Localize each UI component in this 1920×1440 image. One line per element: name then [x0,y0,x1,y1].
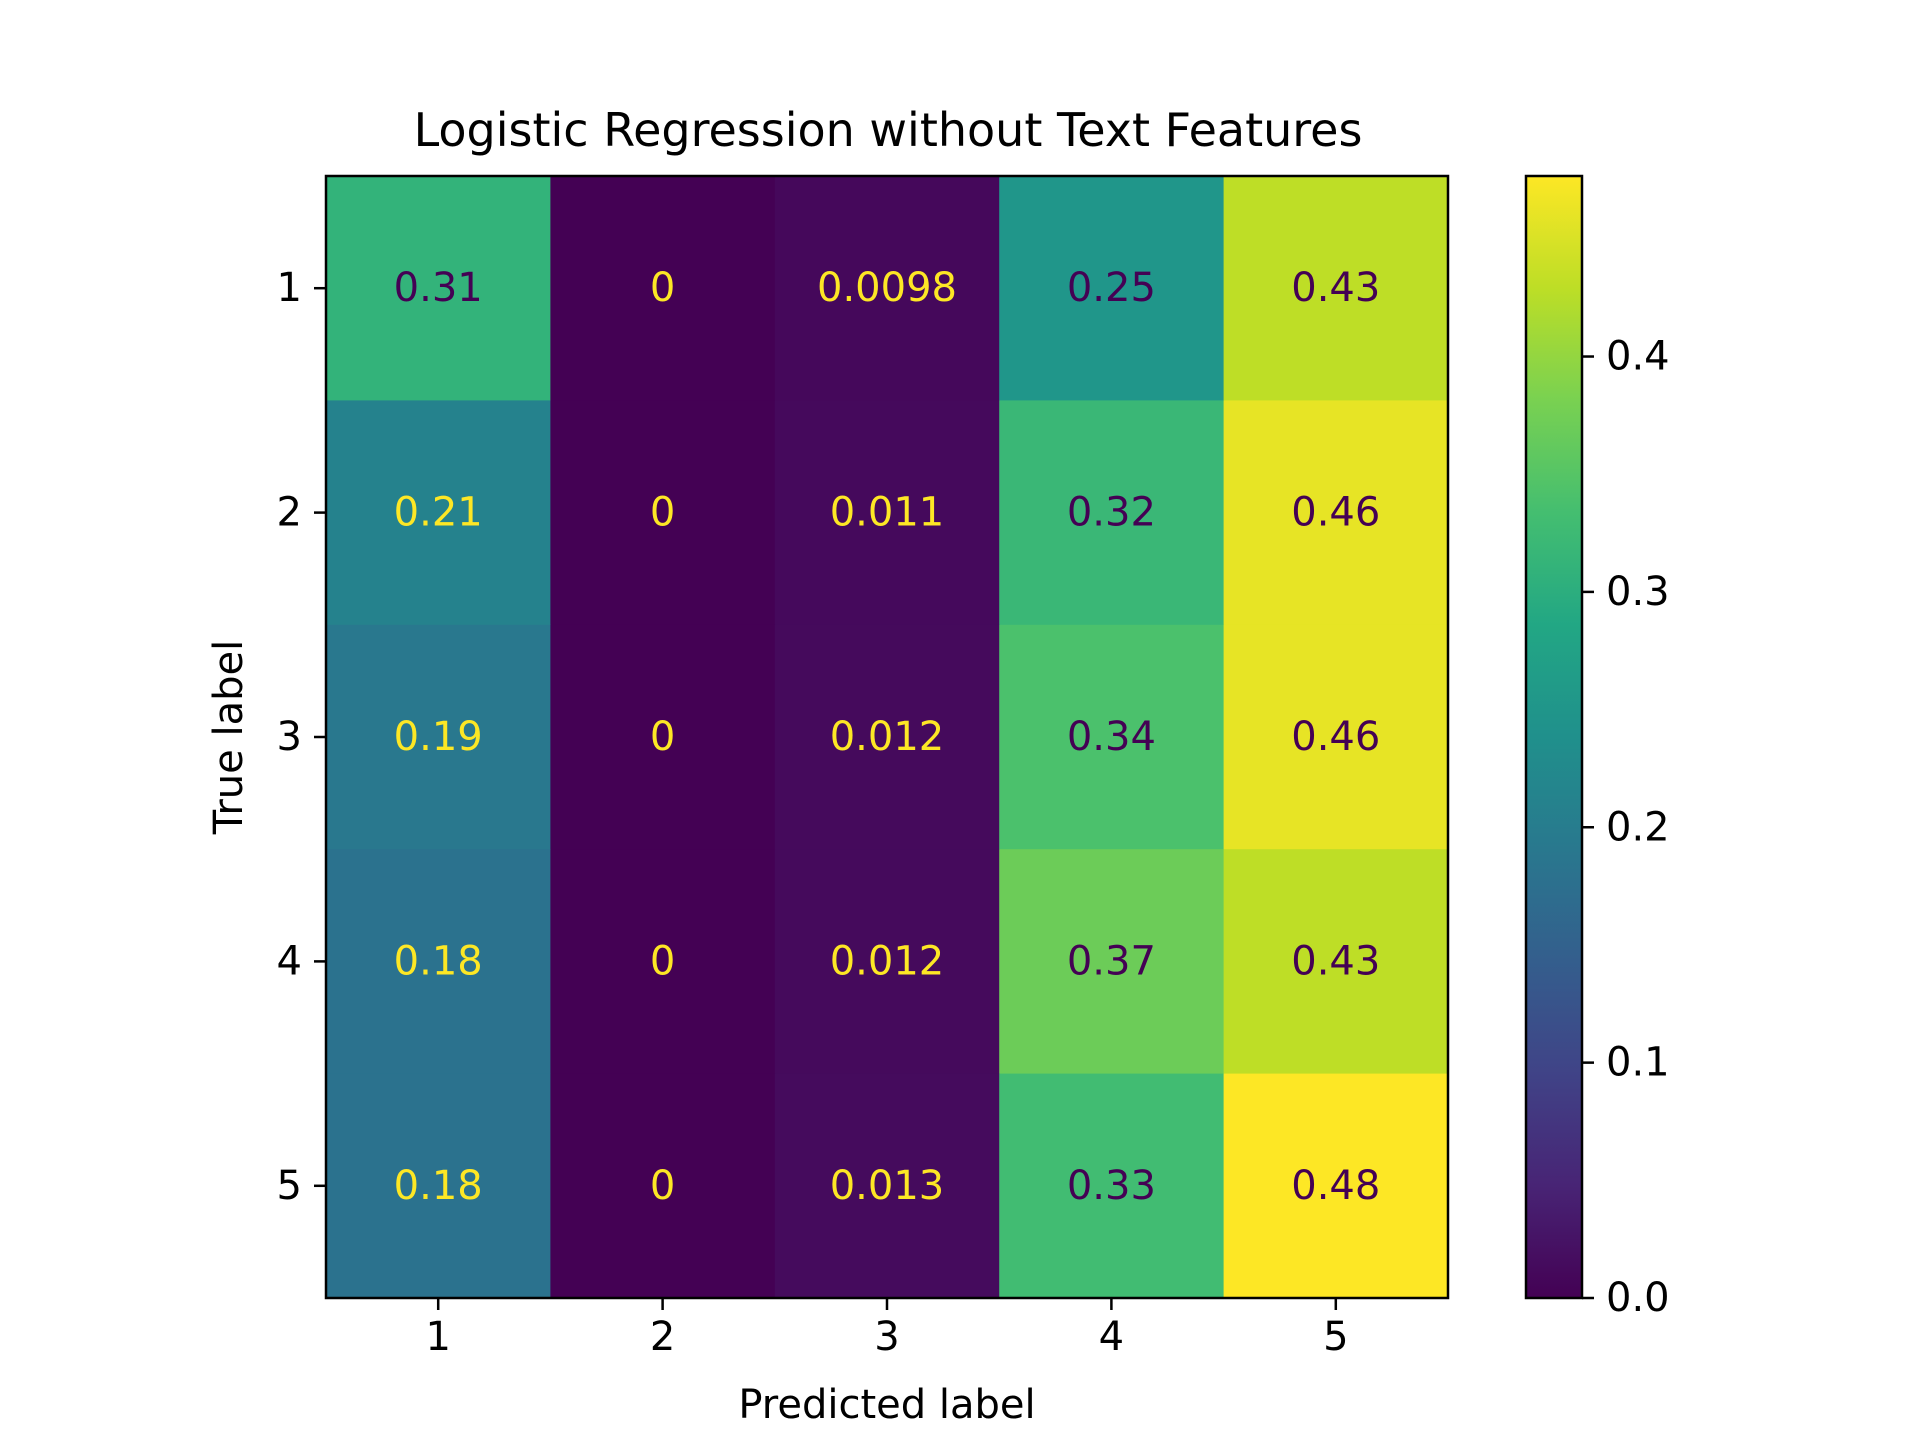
cell-value-r2-c4: 0.32 [1067,490,1156,536]
x-tick-label-3: 3 [874,1314,899,1360]
y-tick-label-5: 5 [277,1163,302,1209]
heatmap-cell-r2-c1 [326,400,551,626]
heatmap-cell-r1-c4 [999,176,1225,401]
chart-title: Logistic Regression without Text Feature… [414,103,1363,157]
x-tick-label-2: 2 [650,1314,675,1360]
x-tick-label-5: 5 [1323,1314,1348,1360]
cell-labels: 0.31 0 0.0098 0.25 0.43 0.21 0 0.011 0.32 0.46 0.1… [394,265,1381,1209]
cell-value-r1-c3: 0.0098 [817,265,957,311]
colorbar-ticks: 0.0 0.1 0.2 0.3 0.4 [1582,334,1670,1321]
x-axis-label: Predicted label [738,1382,1035,1428]
x-axis-ticks: 1 2 3 4 5 [425,1298,1349,1360]
heatmap-cell-r5-c1 [326,1073,551,1299]
heatmap-cell-r1-c5 [1223,176,1449,401]
x-tick-label-1: 1 [425,1314,450,1360]
colorbar-frame [1524,174,1584,1300]
y-axis-label: True label [206,640,252,835]
cell-value-r3-c3: 0.012 [830,714,945,760]
cell-value-r4-c3: 0.012 [830,938,945,984]
colorbar-tick-label-0.0: 0.0 [1606,1275,1670,1321]
cell-value-r4-c2: 0 [650,938,675,984]
heatmap-cell-r5-c5 [1223,1073,1449,1299]
y-tick-label-4: 4 [277,938,302,984]
colorbar-tick-label-0.4: 0.4 [1606,334,1670,380]
x-tick-label-4: 4 [1099,1314,1124,1360]
heatmap-cell-r5-c2 [550,1073,776,1299]
heatmap-cell-r3-c2 [550,624,776,850]
cell-value-r1-c5: 0.43 [1291,265,1380,311]
cell-value-r3-c5: 0.46 [1291,714,1380,760]
cell-value-r1-c1: 0.31 [394,265,483,311]
cell-value-r5-c4: 0.33 [1067,1163,1156,1209]
cell-value-r5-c3: 0.013 [830,1163,945,1209]
heatmap-cell-r2-c4 [999,400,1225,626]
cell-value-r5-c1: 0.18 [394,1163,483,1209]
cell-value-r2-c2: 0 [650,490,675,536]
heatmap-cell-r3-c1 [326,624,551,850]
heatmap-cell-r2-c3 [774,400,1000,626]
y-axis-ticks: 1 2 3 4 5 [277,265,326,1209]
heatmap-cell-r4-c3 [774,849,1000,1075]
cell-value-r1-c4: 0.25 [1067,265,1156,311]
heatmap-cell-r3-c3 [774,624,1000,850]
heatmap-cells [326,176,1449,1299]
cell-value-r3-c2: 0 [650,714,675,760]
cell-value-r4-c5: 0.43 [1291,938,1380,984]
heatmap-cell-r4-c5 [1223,849,1449,1075]
heatmap-cell-r2-c5 [1223,400,1449,626]
cell-value-r1-c2: 0 [650,265,675,311]
cell-value-r5-c5: 0.48 [1291,1163,1380,1209]
cell-value-r2-c1: 0.21 [394,490,483,536]
colorbar-tick-label-0.1: 0.1 [1606,1040,1670,1086]
cell-value-r4-c4: 0.37 [1067,938,1156,984]
heatmap-cell-r1-c3 [774,176,1000,401]
heatmap-cell-r5-c3 [774,1073,1000,1299]
colorbar [1526,176,1582,1298]
colorbar-tick-label-0.2: 0.2 [1606,804,1670,850]
y-tick-label-3: 3 [277,714,302,760]
heatmap-cell-r3-c4 [999,624,1225,850]
cell-value-r3-c1: 0.19 [394,714,483,760]
heatmap-cell-r1-c2 [550,176,776,401]
cell-value-r2-c3: 0.011 [830,490,945,536]
heatmap-cell-r3-c5 [1223,624,1449,850]
heatmap-cell-r1-c1 [326,176,551,401]
cell-value-r4-c1: 0.18 [394,938,483,984]
heatmap-cell-r5-c4 [999,1073,1225,1299]
y-tick-label-2: 2 [277,490,302,536]
y-tick-label-1: 1 [277,265,302,311]
heatmap-cell-r4-c2 [550,849,776,1075]
heatmap-cell-r4-c1 [326,849,551,1075]
cell-value-r5-c2: 0 [650,1163,675,1209]
cell-value-r2-c5: 0.46 [1291,490,1380,536]
colorbar-tick-label-0.3: 0.3 [1606,569,1670,615]
heatmap-cell-r4-c4 [999,849,1225,1075]
heatmap-cell-r2-c2 [550,400,776,626]
cell-value-r3-c4: 0.34 [1067,714,1156,760]
